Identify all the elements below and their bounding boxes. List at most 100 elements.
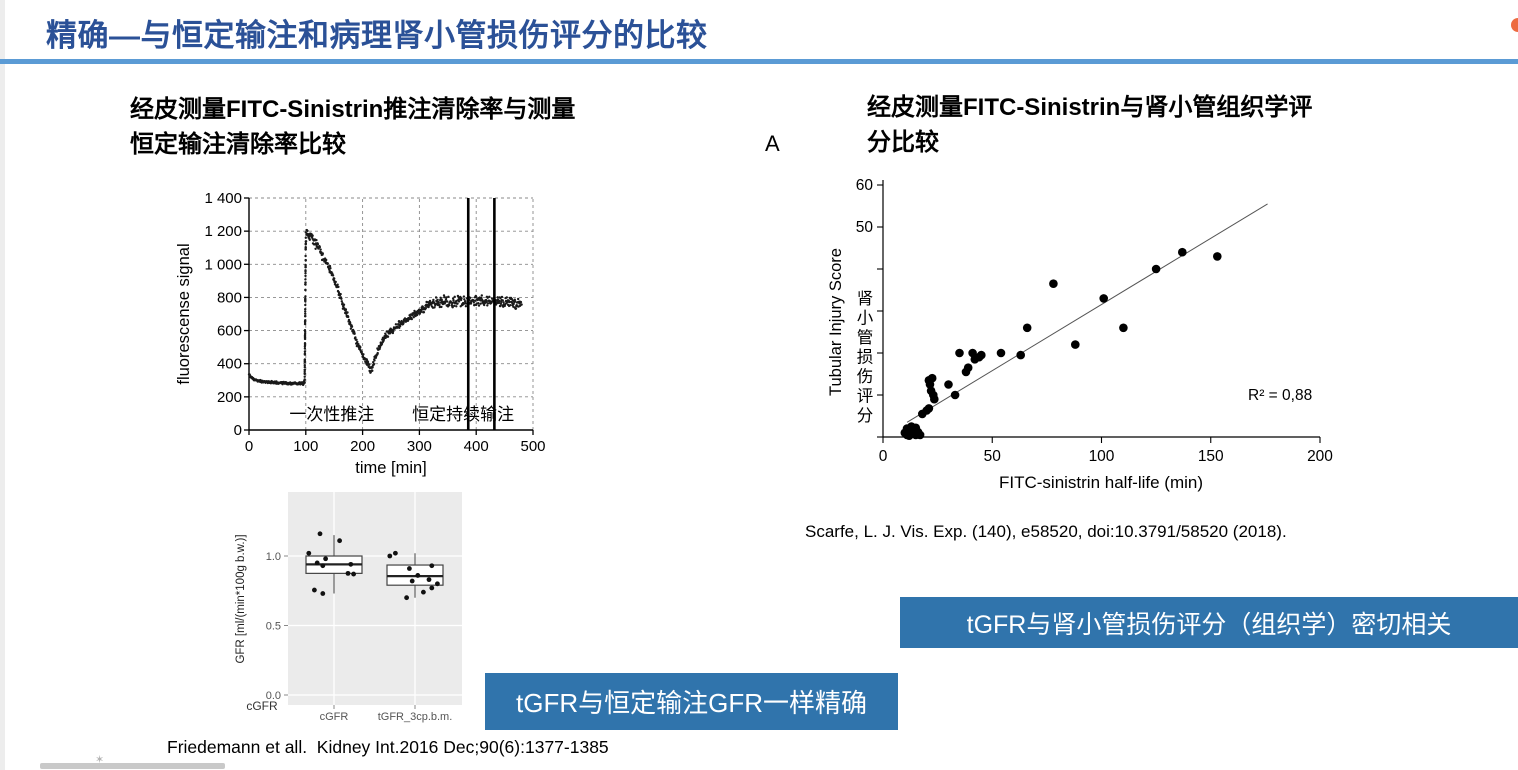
data-point xyxy=(927,373,937,383)
y-tick-label: 60 xyxy=(856,177,874,194)
data-point xyxy=(1022,323,1032,333)
chart-annotation: 一次性推注 xyxy=(289,405,374,424)
y-axis-label: Tubular Injury Score xyxy=(827,248,845,396)
chart-annotation: 恒定持续输注 xyxy=(412,405,514,424)
data-point xyxy=(404,595,409,601)
x-tick-label: 200 xyxy=(350,438,375,455)
y-axis-label: fluorescense signal xyxy=(175,243,193,384)
title-underline xyxy=(0,59,1518,64)
box-cGFR xyxy=(305,531,363,596)
data-point xyxy=(306,550,312,556)
x-tick-label: 300 xyxy=(407,438,432,455)
data-point xyxy=(944,380,953,389)
y-tick-label: 600 xyxy=(217,323,242,340)
x-tick-label: tGFR_3cp.b.m. xyxy=(378,711,453,723)
y-tick-label: 50 xyxy=(856,219,874,236)
x-tick-label: 200 xyxy=(1307,448,1333,465)
data-point xyxy=(348,561,354,567)
y-tick-label: 400 xyxy=(217,356,242,373)
footer-star-decoration: ✶ xyxy=(95,754,105,766)
right-heading-line2: 分比较 xyxy=(867,129,939,156)
data-point xyxy=(393,550,398,556)
data-point xyxy=(924,404,934,413)
slide-title: 精确—与恒定输注和病理肾小管损伤评分的比较 xyxy=(46,18,708,53)
y-tick-label: 0.5 xyxy=(266,621,281,633)
right-chart-heading: 经皮测量FITC-Sinistrin与肾小管组织学评 分比较 xyxy=(867,90,1312,160)
stray-axis-label: cGFR xyxy=(246,699,278,713)
data-point xyxy=(1049,279,1058,288)
y-axis-label: GFR [ml/(min*100g b.w.)] xyxy=(235,534,247,663)
y-tick-label: 0 xyxy=(234,422,242,439)
data-point xyxy=(407,566,412,571)
data-point xyxy=(435,581,440,587)
data-point xyxy=(409,578,415,584)
slide-left-edge xyxy=(0,0,5,770)
y-tick-label: 1.0 xyxy=(266,551,281,563)
x-tick-label: 150 xyxy=(1198,448,1224,465)
data-point xyxy=(955,348,964,358)
data-point xyxy=(1213,252,1222,261)
y-tick-label: 200 xyxy=(217,389,242,406)
x-tick-label: 0 xyxy=(879,448,888,465)
data-point xyxy=(337,538,342,544)
scarfe-citation: Scarfe, L. J. Vis. Exp. (140), e58520, d… xyxy=(805,522,1287,541)
r-squared-label: R² = 0,88 xyxy=(1248,387,1312,404)
x-tick-label: 500 xyxy=(520,438,545,455)
data-point xyxy=(320,563,326,569)
y-axis-label-cn: 肾小管损伤评分 xyxy=(857,289,874,425)
x-axis-label: time [min] xyxy=(355,459,427,477)
y-tick-label: 800 xyxy=(217,289,242,306)
data-point xyxy=(950,390,960,400)
fluorescence-line-chart: 0 100 200 300 400 500 0 200 400 600 800 1 000 1 200 1… xyxy=(175,190,546,477)
left-heading-line2: 恒定输注清除率比较 xyxy=(130,131,346,158)
data-point xyxy=(317,531,323,537)
x-tick-label: 0 xyxy=(245,438,253,455)
injury-score-scatter-chart: 0 50 100 150 200 50 60 R² = 0,88 FITC-sinistrin … xyxy=(827,177,1333,492)
data-point xyxy=(996,348,1006,358)
scatter-points xyxy=(900,247,1222,441)
x-tick-label: 50 xyxy=(984,448,1002,465)
data-point xyxy=(1016,350,1025,360)
y-tick-label: 1 200 xyxy=(204,223,242,240)
right-conclusion-banner: tGFR与肾小管损伤评分（组织学）密切相关 xyxy=(900,597,1518,648)
gfr-boxplot-chart: 0.0 0.5 1.0 cGFR tGFR_3cp.b.m. cGFR GFR [ml/(m… xyxy=(235,492,462,723)
data-point xyxy=(323,556,328,562)
data-point xyxy=(977,350,986,360)
x-tick-label: 100 xyxy=(293,438,318,455)
data-point xyxy=(312,587,317,593)
friedemann-citation: Friedemann et all. Kidney Int.2016 Dec;9… xyxy=(167,737,609,757)
data-point xyxy=(429,563,435,569)
left-conclusion-banner: tGFR与恒定输注GFR一样精确 xyxy=(485,673,898,730)
data-point xyxy=(930,394,939,404)
x-tick-label: 100 xyxy=(1089,448,1115,465)
data-point xyxy=(345,570,351,576)
data-point xyxy=(1119,323,1128,333)
data-point xyxy=(429,585,435,591)
data-point xyxy=(421,589,426,595)
data-point xyxy=(915,430,925,440)
left-heading-line1: 经皮测量FITC-Sinistrin推注清除率与测量 xyxy=(130,96,576,123)
left-chart-heading: 经皮测量FITC-Sinistrin推注清除率与测量 恒定输注清除率比较 xyxy=(130,92,575,162)
panel-a-label: A xyxy=(765,131,780,156)
trendline xyxy=(906,203,1268,423)
fluorescence-trace xyxy=(247,228,523,387)
data-point xyxy=(426,577,432,583)
data-point xyxy=(314,560,320,566)
box-tGFR_3cp.b.m. xyxy=(386,550,444,601)
data-point xyxy=(963,363,973,372)
x-tick-label: 400 xyxy=(464,438,489,455)
plot-panel xyxy=(288,492,462,705)
data-point xyxy=(415,573,421,578)
y-tick-label: 0.0 xyxy=(266,690,281,702)
x-tick-label: cGFR xyxy=(320,711,349,723)
data-point xyxy=(1151,264,1161,274)
data-point xyxy=(1071,340,1080,349)
x-axis-label: FITC-sinistrin half-life (min) xyxy=(999,473,1203,492)
y-tick-label: 1 400 xyxy=(204,190,242,207)
footer-gray-decoration xyxy=(40,763,225,769)
data-point xyxy=(387,553,393,559)
right-heading-line1: 经皮测量FITC-Sinistrin与肾小管组织学评 xyxy=(867,94,1313,121)
data-point xyxy=(1178,247,1187,257)
data-point xyxy=(320,591,326,596)
